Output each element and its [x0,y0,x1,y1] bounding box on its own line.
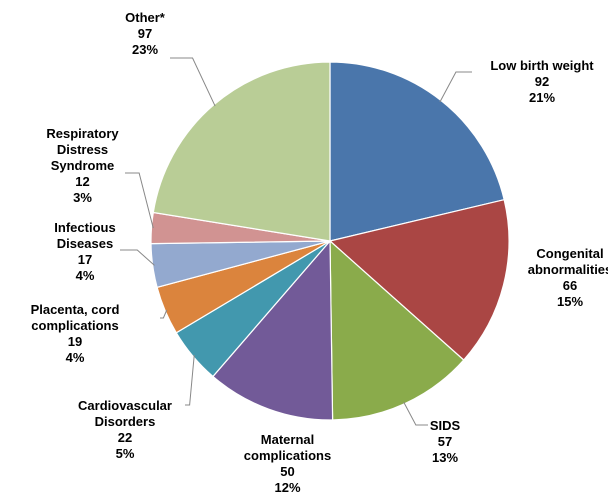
slice-percent: 13% [431,450,459,465]
slice-value: 57 [437,434,453,449]
leader-line [160,309,168,319]
slice-name: Cardiovascular Disorders [78,398,172,429]
slice-value: 19 [67,334,83,349]
data-label: Infectious Diseases 17 4% [30,220,140,284]
slice-name: Placenta, cord complications [30,302,120,333]
slice-percent: 4% [65,350,85,365]
leader-line [125,172,154,229]
pie-slice [212,239,334,421]
slice-name: Congenital abnormalities [527,246,608,277]
slice-value: 66 [562,278,578,293]
slice-percent: 3% [73,190,92,205]
slice-name: Infectious Diseases [54,220,116,251]
pie-slice [328,198,510,361]
data-label: Cardiovascular Disorders 22 5% [65,398,185,462]
leader-line [120,249,155,266]
slice-value: 50 [280,464,295,479]
data-label: Maternal complications 50 12% [225,432,350,496]
slice-percent: 23% [131,42,159,57]
data-label: Other* 97 23% [100,10,190,58]
slice-percent: 4% [75,268,95,283]
data-label: Respiratory Distress Syndrome 12 3% [25,126,140,206]
slice-value: 92 [534,74,550,89]
data-label: Congenital abnormalities 66 15% [520,246,608,310]
slice-name: Other* [125,10,165,25]
slice-name: Maternal complications [243,432,332,463]
pie-slice [152,61,331,242]
slice-name: SIDS [429,418,461,433]
slice-value: 12 [75,174,90,189]
slice-percent: 5% [115,446,135,461]
data-label: SIDS 57 13% [405,418,485,466]
slice-percent: 12% [274,480,301,495]
slice-value: 97 [137,26,153,41]
leader-line [403,401,428,426]
leader-line [439,71,472,103]
leader-line [170,57,216,107]
data-label: Low birth weight 92 21% [472,58,608,106]
slice-name: Low birth weight [490,58,594,73]
slice-percent: 21% [528,90,556,105]
slice-percent: 15% [556,294,584,309]
slice-value: 22 [117,430,133,445]
slice-value: 17 [77,252,93,267]
slice-name: Respiratory Distress Syndrome [46,126,119,173]
leader-line [185,354,195,406]
data-label: Placenta, cord complications 19 4% [0,302,150,366]
